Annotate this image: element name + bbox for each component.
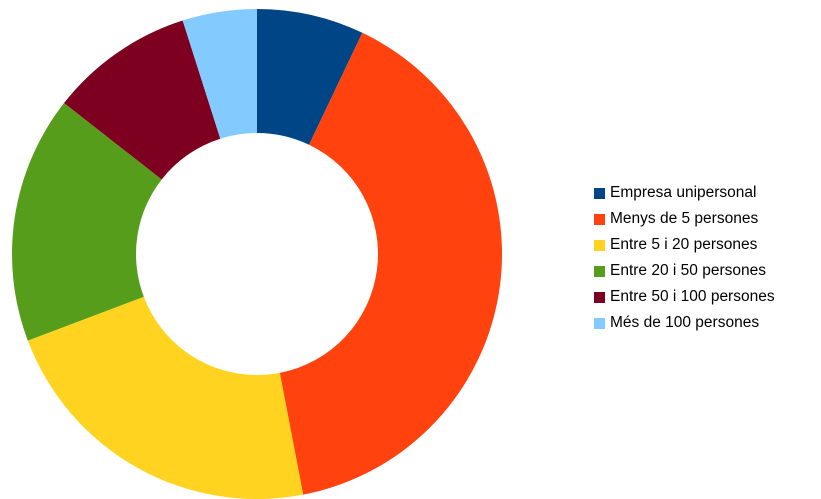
legend-swatch <box>594 265 605 277</box>
slice-menys-de-5-persones <box>279 32 503 495</box>
legend-entry-mes-de-100: Més de 100 persones <box>594 310 775 336</box>
legend-label: Entre 5 i 20 persones <box>610 236 758 253</box>
legend-label: Entre 20 i 50 persones <box>610 262 766 279</box>
legend-swatch <box>594 187 605 199</box>
slice-entre-50-i-100-persones <box>64 20 221 180</box>
legend-label: Empresa unipersonal <box>610 184 757 201</box>
legend-swatch <box>594 239 605 251</box>
legend-entry-entre-20-i-50: Entre 20 i 50 persones <box>594 258 775 284</box>
legend-label: Menys de 5 persones <box>610 210 759 227</box>
legend-entry-empresa-unipersonal: Empresa unipersonal <box>594 180 775 206</box>
slice-entre-5-i-20-persones <box>27 296 304 499</box>
legend-entry-menys-de-5: Menys de 5 persones <box>594 206 775 232</box>
legend-entry-entre-50-i-100: Entre 50 i 100 persones <box>594 284 775 310</box>
legend-label: Més de 100 persones <box>610 314 760 331</box>
donut-plot <box>12 9 503 499</box>
legend-swatch <box>594 317 605 329</box>
legend-entry-entre-5-i-20: Entre 5 i 20 persones <box>594 232 775 258</box>
legend-label: Entre 50 i 100 persones <box>610 288 775 305</box>
slice-empresa-unipersonal <box>257 9 363 145</box>
slice-entre-20-i-50-persones <box>12 103 162 341</box>
legend-swatch <box>594 213 605 225</box>
slice-m-s-de-100-persones <box>182 9 257 139</box>
chart-legend: Empresa unipersonal Menys de 5 persones … <box>594 180 775 336</box>
legend-swatch <box>594 291 605 303</box>
